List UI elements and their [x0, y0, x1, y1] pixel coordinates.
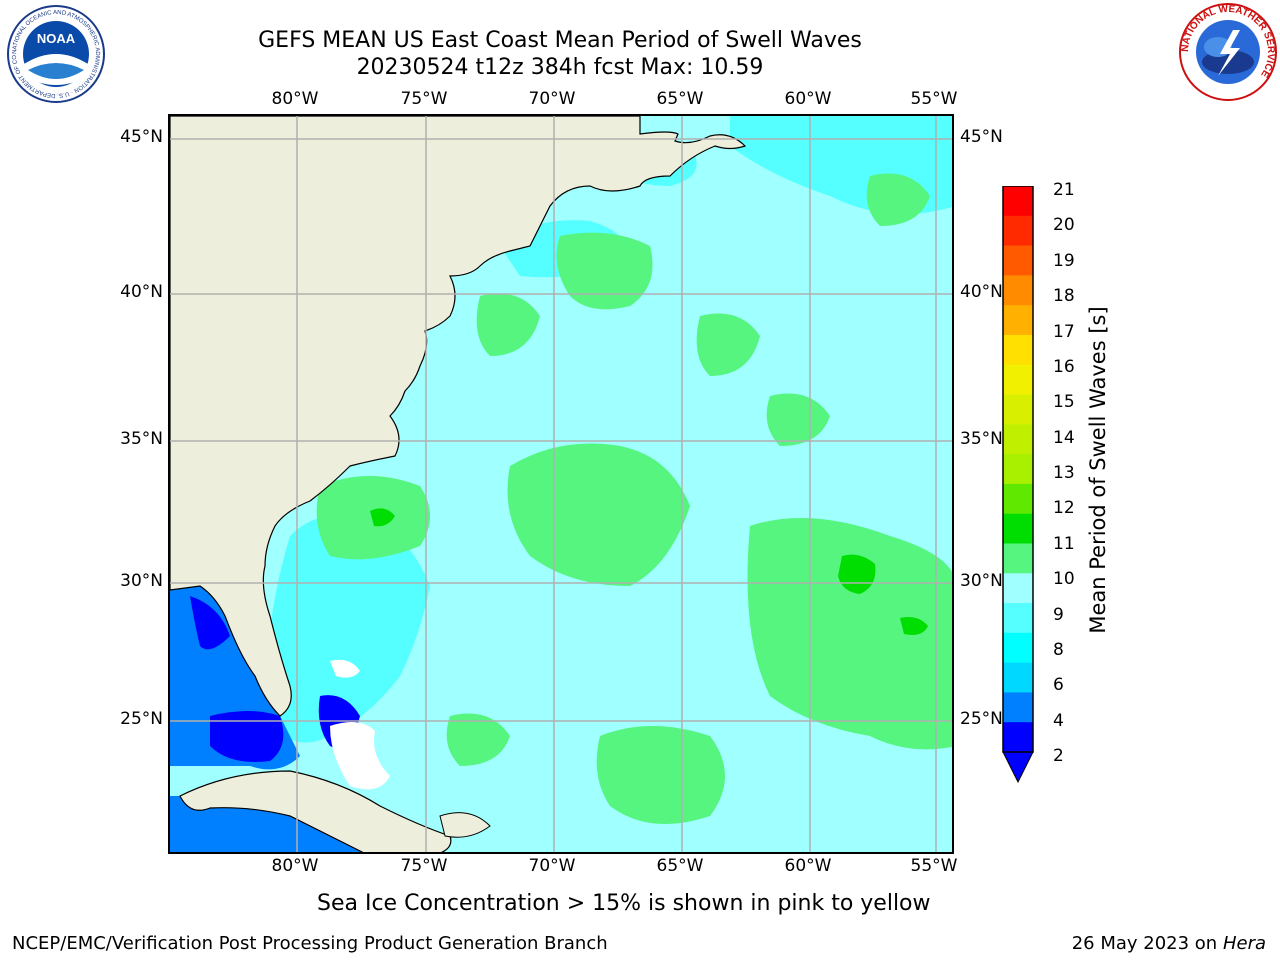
colorbar-tick-label: 2 — [1053, 746, 1064, 766]
colorbar — [1002, 186, 1034, 784]
swell-9s-region — [866, 173, 930, 226]
colorbar-segment — [1003, 662, 1033, 693]
swell-9s-region — [446, 713, 510, 766]
noaa-logo: NOAA NATIONAL OCEANIC AND ATMOSPHERIC AD… — [6, 4, 105, 103]
lon-tick-bottom: 60°W — [784, 856, 832, 876]
colorbar-tick-label: 10 — [1053, 569, 1075, 590]
swell-lowest-region — [190, 596, 230, 650]
colorbar-segment — [1003, 305, 1033, 336]
lat-tick-right: 30°N — [960, 571, 1003, 591]
nws-logo: NATIONAL WEATHER SERVICE — [1179, 3, 1277, 101]
lon-tick-bottom: 65°W — [656, 856, 704, 876]
swell-9s-region — [596, 726, 725, 824]
lon-tick-top: 65°W — [656, 89, 704, 109]
lat-tick-right: 25°N — [960, 709, 1003, 729]
chart-subtitle: 20230524 t12z 384h fcst Max: 10.59 — [356, 55, 764, 80]
colorbar-tick-label: 11 — [1053, 533, 1075, 554]
noaa-logo-text: NOAA — [37, 31, 76, 46]
colorbar-tick-label: 17 — [1053, 321, 1075, 342]
colorbar-tick-label: 9 — [1053, 604, 1064, 625]
date-text: 26 May 2023 on — [1071, 933, 1218, 954]
swell-lowest-region — [210, 711, 284, 762]
swell-period-map — [170, 116, 952, 852]
credit-text: NCEP/EMC/Verification Post Processing Pr… — [12, 933, 608, 954]
graticule — [170, 116, 952, 852]
colorbar-segment — [1003, 364, 1033, 396]
colorbar-segment — [1003, 603, 1033, 634]
colorbar-segment — [1003, 334, 1033, 366]
lon-tick-top: 75°W — [400, 89, 448, 109]
colorbar-segment — [1003, 513, 1033, 544]
swell-9s-region — [476, 293, 540, 356]
colorbar-tick-label: 12 — [1053, 498, 1075, 519]
colorbar-segment — [1003, 573, 1033, 604]
swell-9s-region — [747, 518, 952, 750]
swell-9s-region — [696, 313, 760, 376]
swell-9s-region — [507, 443, 690, 586]
colorbar-tick-label: 14 — [1053, 427, 1075, 448]
colorbar-tick-label: 8 — [1053, 639, 1064, 660]
lat-tick-left: 35°N — [120, 429, 163, 449]
chart-title: GEFS MEAN US East Coast Mean Period of S… — [258, 28, 862, 53]
lon-tick-top: 70°W — [528, 89, 576, 109]
colorbar-segment — [1003, 692, 1033, 723]
colorbar-title: Mean Period of Swell Waves [s] — [1086, 306, 1110, 634]
swell-9s-region — [766, 393, 830, 446]
colorbar-tick-label: 15 — [1053, 392, 1075, 413]
land-hispaniola — [439, 812, 491, 838]
lon-tick-top: 80°W — [271, 89, 319, 109]
lon-tick-top: 60°W — [784, 89, 832, 109]
lat-tick-left: 40°N — [120, 282, 163, 302]
colorbar-segment — [1003, 722, 1033, 753]
colorbar-segment — [1003, 454, 1033, 485]
colorbar-tick-label: 6 — [1053, 675, 1064, 696]
lon-tick-top: 55°W — [910, 89, 958, 109]
swell-9s-region — [556, 232, 653, 310]
lon-tick-bottom: 75°W — [400, 856, 448, 876]
colorbar-tick-label: 18 — [1053, 286, 1075, 307]
colorbar-extend-arrow — [1002, 751, 1034, 784]
land-cuba — [179, 770, 452, 852]
run-date: 26 May 2023 on Hera — [1072, 933, 1266, 954]
colorbar-segment — [1003, 275, 1033, 306]
colorbar-segment — [1003, 245, 1033, 276]
colorbar-segment — [1003, 632, 1033, 664]
sea-ice-note: Sea Ice Concentration > 15% is shown in … — [317, 891, 931, 916]
swell-10s-region — [838, 554, 876, 594]
lat-tick-left: 45°N — [120, 127, 163, 147]
system-name: Hera — [1222, 933, 1266, 954]
lat-tick-right: 35°N — [960, 429, 1003, 449]
colorbar-segment — [1003, 394, 1033, 425]
colorbar-tick-label: 20 — [1053, 215, 1075, 236]
colorbar-tick-label: 19 — [1053, 250, 1075, 271]
land-bahamas — [330, 659, 360, 678]
lat-tick-left: 25°N — [120, 709, 163, 729]
colorbar-tick-label: 13 — [1053, 463, 1075, 483]
colorbar-tick-label: 4 — [1053, 710, 1064, 731]
lat-tick-left: 30°N — [120, 571, 163, 591]
colorbar-segment — [1003, 543, 1033, 574]
colorbar-segment — [1003, 424, 1033, 455]
lon-tick-bottom: 55°W — [910, 856, 958, 876]
swell-8s-region — [267, 513, 430, 743]
lon-tick-bottom: 80°W — [271, 856, 319, 876]
colorbar-tick-label: 21 — [1053, 180, 1075, 200]
colorbar-segment — [1003, 215, 1033, 247]
swell-10s-region — [370, 508, 395, 527]
map-panel — [168, 114, 954, 854]
lon-tick-bottom: 70°W — [528, 856, 576, 876]
lat-tick-right: 40°N — [960, 282, 1003, 302]
lat-tick-right: 45°N — [960, 127, 1003, 147]
swell-10s-region — [900, 617, 928, 635]
colorbar-segment — [1003, 186, 1033, 217]
land-bahamas — [330, 722, 390, 790]
colorbar-segment — [1003, 483, 1033, 515]
colorbar-tick-label: 16 — [1053, 356, 1075, 377]
